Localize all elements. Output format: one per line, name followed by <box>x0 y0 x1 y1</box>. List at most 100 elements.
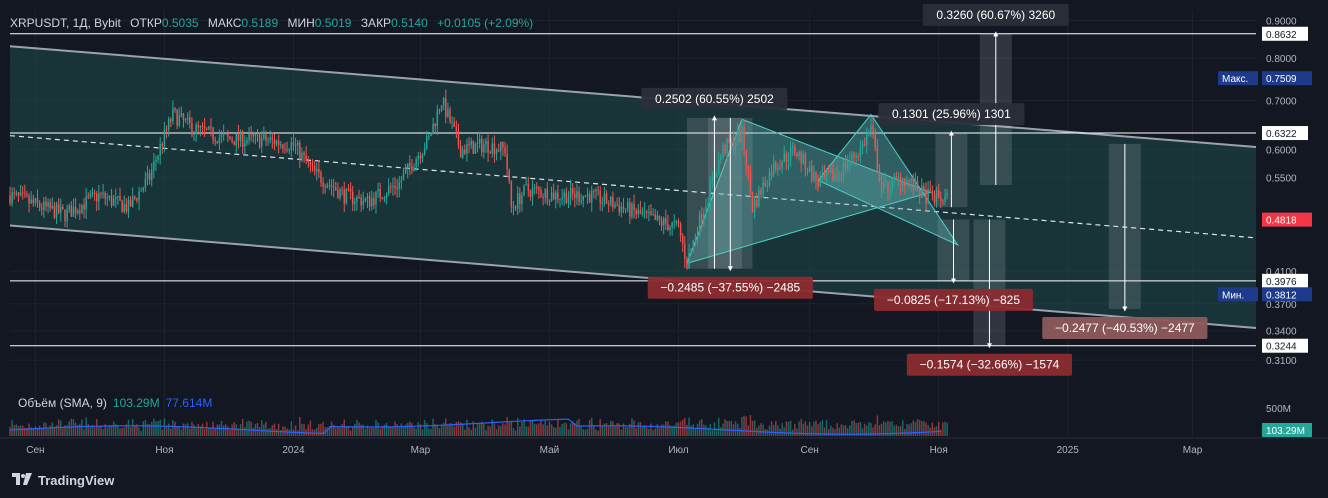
volume-bar <box>675 422 678 436</box>
time-tick-label: 2024 <box>282 445 305 456</box>
candle-up <box>500 141 502 152</box>
volume-bar <box>516 417 519 436</box>
candle-down <box>455 126 458 131</box>
candle-up <box>717 159 720 175</box>
candle-up <box>624 208 627 210</box>
badge-label-bg <box>1218 287 1258 302</box>
volume-bar <box>701 419 703 436</box>
volume-bar <box>290 421 293 436</box>
measurement-label: 0.1301 (25.96%) 1301 <box>892 107 1011 121</box>
candle-up <box>478 138 481 144</box>
candle-up <box>301 152 303 160</box>
candle-down <box>311 165 314 167</box>
time-axis[interactable]: Сен Ноя 2024 Мар Май Июл Сен Ноя 2025 Мар <box>0 437 1328 456</box>
candle-up <box>461 149 464 158</box>
volume-bar <box>673 425 675 436</box>
candle-up <box>195 124 197 134</box>
volume-bar <box>356 419 358 436</box>
candle-down <box>349 188 352 192</box>
volume-bar <box>131 419 134 436</box>
candle-up <box>123 204 125 212</box>
candle-up <box>178 115 180 126</box>
candle-up <box>516 193 519 209</box>
volume-bar <box>781 423 783 436</box>
candle-down <box>942 200 944 202</box>
badge-label-bg <box>1218 71 1258 86</box>
volume-bar <box>836 423 838 436</box>
volume-bar <box>823 427 826 436</box>
volume-bar <box>165 425 168 436</box>
candle-down <box>307 161 310 163</box>
candle-up <box>906 180 908 186</box>
candle-down <box>743 126 745 151</box>
tradingview-logo[interactable]: TradingView <box>12 472 114 488</box>
candle-up <box>866 134 868 146</box>
volume-legend[interactable]: Объём (SMA, 9) 103.29M 77.614M <box>18 396 212 410</box>
candle-down <box>93 192 96 194</box>
price-axis[interactable]: 0.9000 0.8000 0.7000 0.6000 0.5500 0.4100 0.37… <box>1218 0 1328 470</box>
volume-bar <box>944 421 946 436</box>
candle-down <box>62 206 64 210</box>
candle-up <box>834 173 836 180</box>
candle-up <box>855 156 857 159</box>
candle-down <box>95 193 98 202</box>
volume-bar <box>299 417 301 436</box>
candle-up <box>371 198 373 207</box>
volume-bar <box>855 422 857 436</box>
candle-down <box>827 171 830 173</box>
candle-down <box>506 153 508 170</box>
volume-bar <box>91 424 94 436</box>
volume-bar <box>163 418 166 436</box>
volume-bar <box>618 423 620 436</box>
volume-bar <box>921 421 923 436</box>
volume-bar <box>81 419 83 436</box>
volume-bar <box>478 423 481 436</box>
volume-bar <box>72 419 75 436</box>
volume-bar <box>100 425 102 436</box>
candle-up <box>711 177 714 182</box>
measurement-boxes <box>686 33 1141 346</box>
candle-up <box>244 143 246 147</box>
volume-bar <box>711 430 714 436</box>
badge-label: Макс. <box>1222 74 1248 85</box>
candle-down <box>751 191 754 213</box>
volume-bar <box>146 423 149 436</box>
volume-bar <box>817 424 819 436</box>
candle-up <box>550 192 553 202</box>
volume-bar <box>569 423 572 436</box>
volume-bar <box>643 425 646 436</box>
candle-down <box>514 206 517 209</box>
volume-bar <box>237 428 240 436</box>
volume-bar <box>64 425 66 436</box>
volume-bar <box>415 428 417 436</box>
volume-bar <box>195 428 197 436</box>
candle-up <box>859 147 862 157</box>
candle-down <box>844 162 847 169</box>
candle-down <box>250 133 252 135</box>
level-price-badge <box>1262 273 1308 288</box>
volume-bar <box>191 421 193 436</box>
volume-bar <box>459 422 462 436</box>
volume-bar <box>540 420 542 436</box>
candle-up <box>85 196 87 210</box>
volume-bar <box>208 427 210 436</box>
candle-up <box>709 181 711 203</box>
measurement-labels: 0.2502 (60.55%) 2502 −0.2485 (−37.55%) −2… <box>641 3 1208 376</box>
candle-up <box>705 206 707 213</box>
volume-bar <box>21 425 24 436</box>
candle-up <box>730 138 733 143</box>
price-tick-label: 0.3100 <box>1266 356 1297 367</box>
candle-down <box>508 169 510 182</box>
candle-down <box>686 258 688 269</box>
candle-up <box>533 187 536 189</box>
candle-up <box>248 133 250 140</box>
candle-up <box>387 186 390 195</box>
candle-down <box>804 153 807 171</box>
volume-bar <box>373 428 375 436</box>
volume-bar <box>49 425 51 436</box>
volume-bar <box>127 419 130 436</box>
symbol-title[interactable]: XRPUSDT, 1Д, Bybit <box>10 16 121 30</box>
volume-bar <box>322 421 324 436</box>
volume-bar <box>861 428 864 436</box>
